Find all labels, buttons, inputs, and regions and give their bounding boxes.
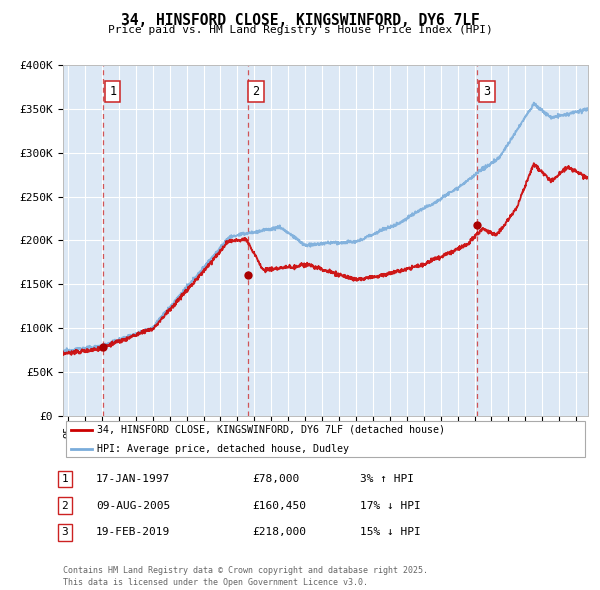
Text: HPI: Average price, detached house, Dudley: HPI: Average price, detached house, Dudl…	[97, 444, 349, 454]
Text: £160,450: £160,450	[252, 501, 306, 510]
Text: 09-AUG-2005: 09-AUG-2005	[96, 501, 170, 510]
Text: £78,000: £78,000	[252, 474, 299, 484]
Text: 34, HINSFORD CLOSE, KINGSWINFORD, DY6 7LF: 34, HINSFORD CLOSE, KINGSWINFORD, DY6 7L…	[121, 13, 479, 28]
Text: 2: 2	[253, 85, 260, 98]
Text: 19-FEB-2019: 19-FEB-2019	[96, 527, 170, 537]
Text: 1: 1	[61, 474, 68, 484]
Text: Price paid vs. HM Land Registry's House Price Index (HPI): Price paid vs. HM Land Registry's House …	[107, 25, 493, 35]
FancyBboxPatch shape	[65, 421, 586, 457]
Text: 3% ↑ HPI: 3% ↑ HPI	[360, 474, 414, 484]
Text: 17-JAN-1997: 17-JAN-1997	[96, 474, 170, 484]
Text: 3: 3	[61, 527, 68, 537]
Text: 3: 3	[484, 85, 490, 98]
Text: 1: 1	[109, 85, 116, 98]
Text: 17% ↓ HPI: 17% ↓ HPI	[360, 501, 421, 510]
Text: 34, HINSFORD CLOSE, KINGSWINFORD, DY6 7LF (detached house): 34, HINSFORD CLOSE, KINGSWINFORD, DY6 7L…	[97, 425, 445, 435]
Text: £218,000: £218,000	[252, 527, 306, 537]
Text: 2: 2	[61, 501, 68, 510]
Text: 15% ↓ HPI: 15% ↓ HPI	[360, 527, 421, 537]
Text: Contains HM Land Registry data © Crown copyright and database right 2025.
This d: Contains HM Land Registry data © Crown c…	[63, 566, 428, 587]
